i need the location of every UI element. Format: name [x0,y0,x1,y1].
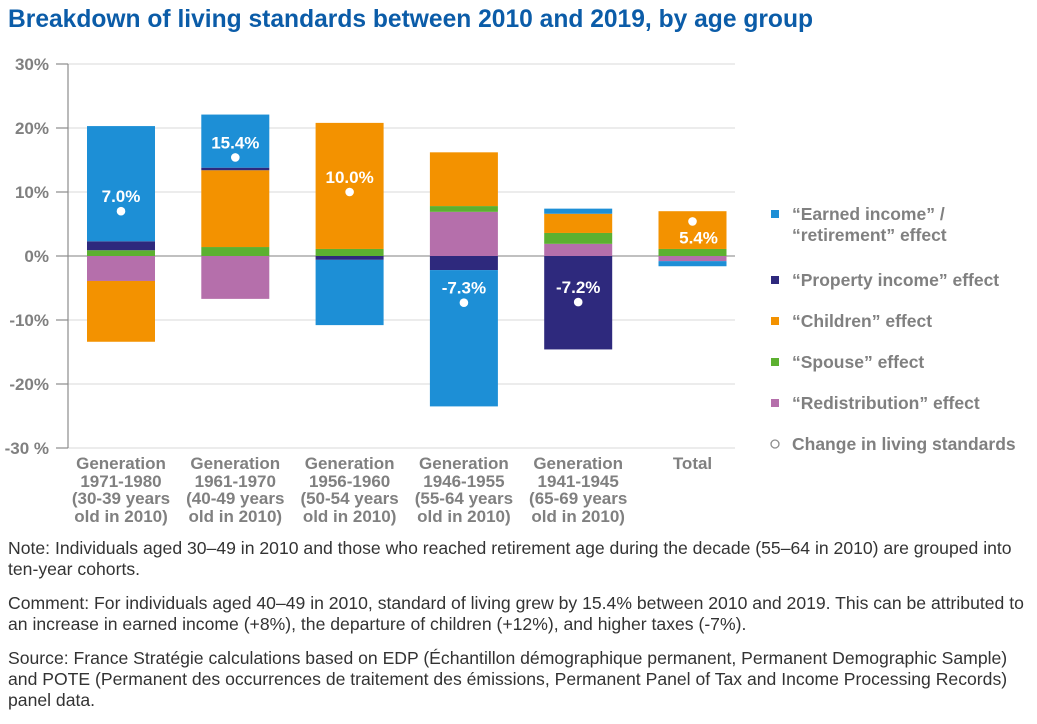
change-marker [345,187,354,197]
change-value-label: 5.4% [679,228,718,247]
bar-segment [87,256,155,281]
bar-segment [429,152,498,207]
y-tick-label: -20% [9,375,49,394]
x-tick-label: Generation 1946-1955 (55-64 years old in… [414,454,514,527]
y-tick-label: -10% [9,311,49,330]
legend-swatch [771,317,779,325]
bar-segment [544,232,613,244]
legend-label: “Property income” effect [792,269,1000,290]
change-marker [116,206,126,216]
bar-segment [658,256,727,262]
change-marker [688,217,697,226]
legend-label: “Spouse” effect [792,351,925,372]
bar-segment [429,211,498,256]
bar-segment [544,243,613,256]
bar-segment [201,247,270,256]
note-text: Note: Individuals aged 30–49 in 2010 and… [8,538,1012,579]
change-value-label: 15.4% [211,133,259,152]
bar-segment [544,208,613,214]
y-tick-label: 30% [15,55,49,74]
x-tick-label: Generation 1956-1960 (50-54 years old in… [300,454,399,527]
bar-segment [201,170,270,248]
bar-segment [429,270,498,407]
bar-segment [315,248,384,256]
stacked-bar-chart: 30% 20% 10% 0% -10% -20% -30 % 7.0% 15.4% 10.0% -7… [5,55,780,458]
y-tick-label: -30 % [5,439,49,458]
y-tick-label: 20% [15,119,49,138]
legend-label: “Earned income” / “retirement” effect [792,203,947,245]
change-value-label: 7.0% [102,187,141,206]
bar-segment [87,241,155,251]
bar-segment [87,250,155,256]
x-tick-label: Generation 1941-1945 (65-69 years old in… [529,454,628,527]
bar-segment [87,126,155,242]
source-text: Source: France Stratégie calculations ba… [8,648,1008,710]
bar-segment [315,122,384,249]
legend-swatch [771,358,779,366]
bar-segment [658,261,727,267]
y-tick-label: 0% [24,247,49,266]
y-tick-label: 10% [15,183,49,202]
chart-notes: Note: Individuals aged 30–49 in 2010 and… [8,538,1034,724]
legend-label: Change in living standards [792,433,1016,454]
change-marker [231,153,240,162]
bar-segment [315,256,384,260]
legend-swatch [771,210,779,218]
chart-title: Breakdown of living standards between 20… [8,6,813,33]
x-tick-label: Generation 1971-1980 (30-39 years old in… [71,454,171,527]
legend-label: “Children” effect [792,310,933,331]
bar-segment [201,167,270,171]
legend-swatch [770,439,780,449]
bar-segment [87,280,155,342]
legend-label: “Redistribution” effect [792,392,980,413]
x-tick-label: Total [672,454,713,473]
x-tick-label: Generation 1961-1970 (40-49 years old in… [186,454,285,527]
bar-segment [429,256,498,271]
comment-text: Comment: For individuals aged 40–49 in 2… [8,593,1024,634]
change-marker [459,298,469,308]
bar-segment [658,248,727,256]
change-value-label: 10.0% [325,168,373,187]
change-value-label: -7.2% [556,278,600,297]
bar-segment [315,259,384,326]
change-marker [573,297,583,307]
bar-segment [544,213,613,233]
bar-segment [201,256,270,299]
bar-segment [429,206,498,212]
change-value-label: -7.3% [442,279,486,298]
legend-swatch [771,399,779,407]
legend-swatch [771,276,779,284]
